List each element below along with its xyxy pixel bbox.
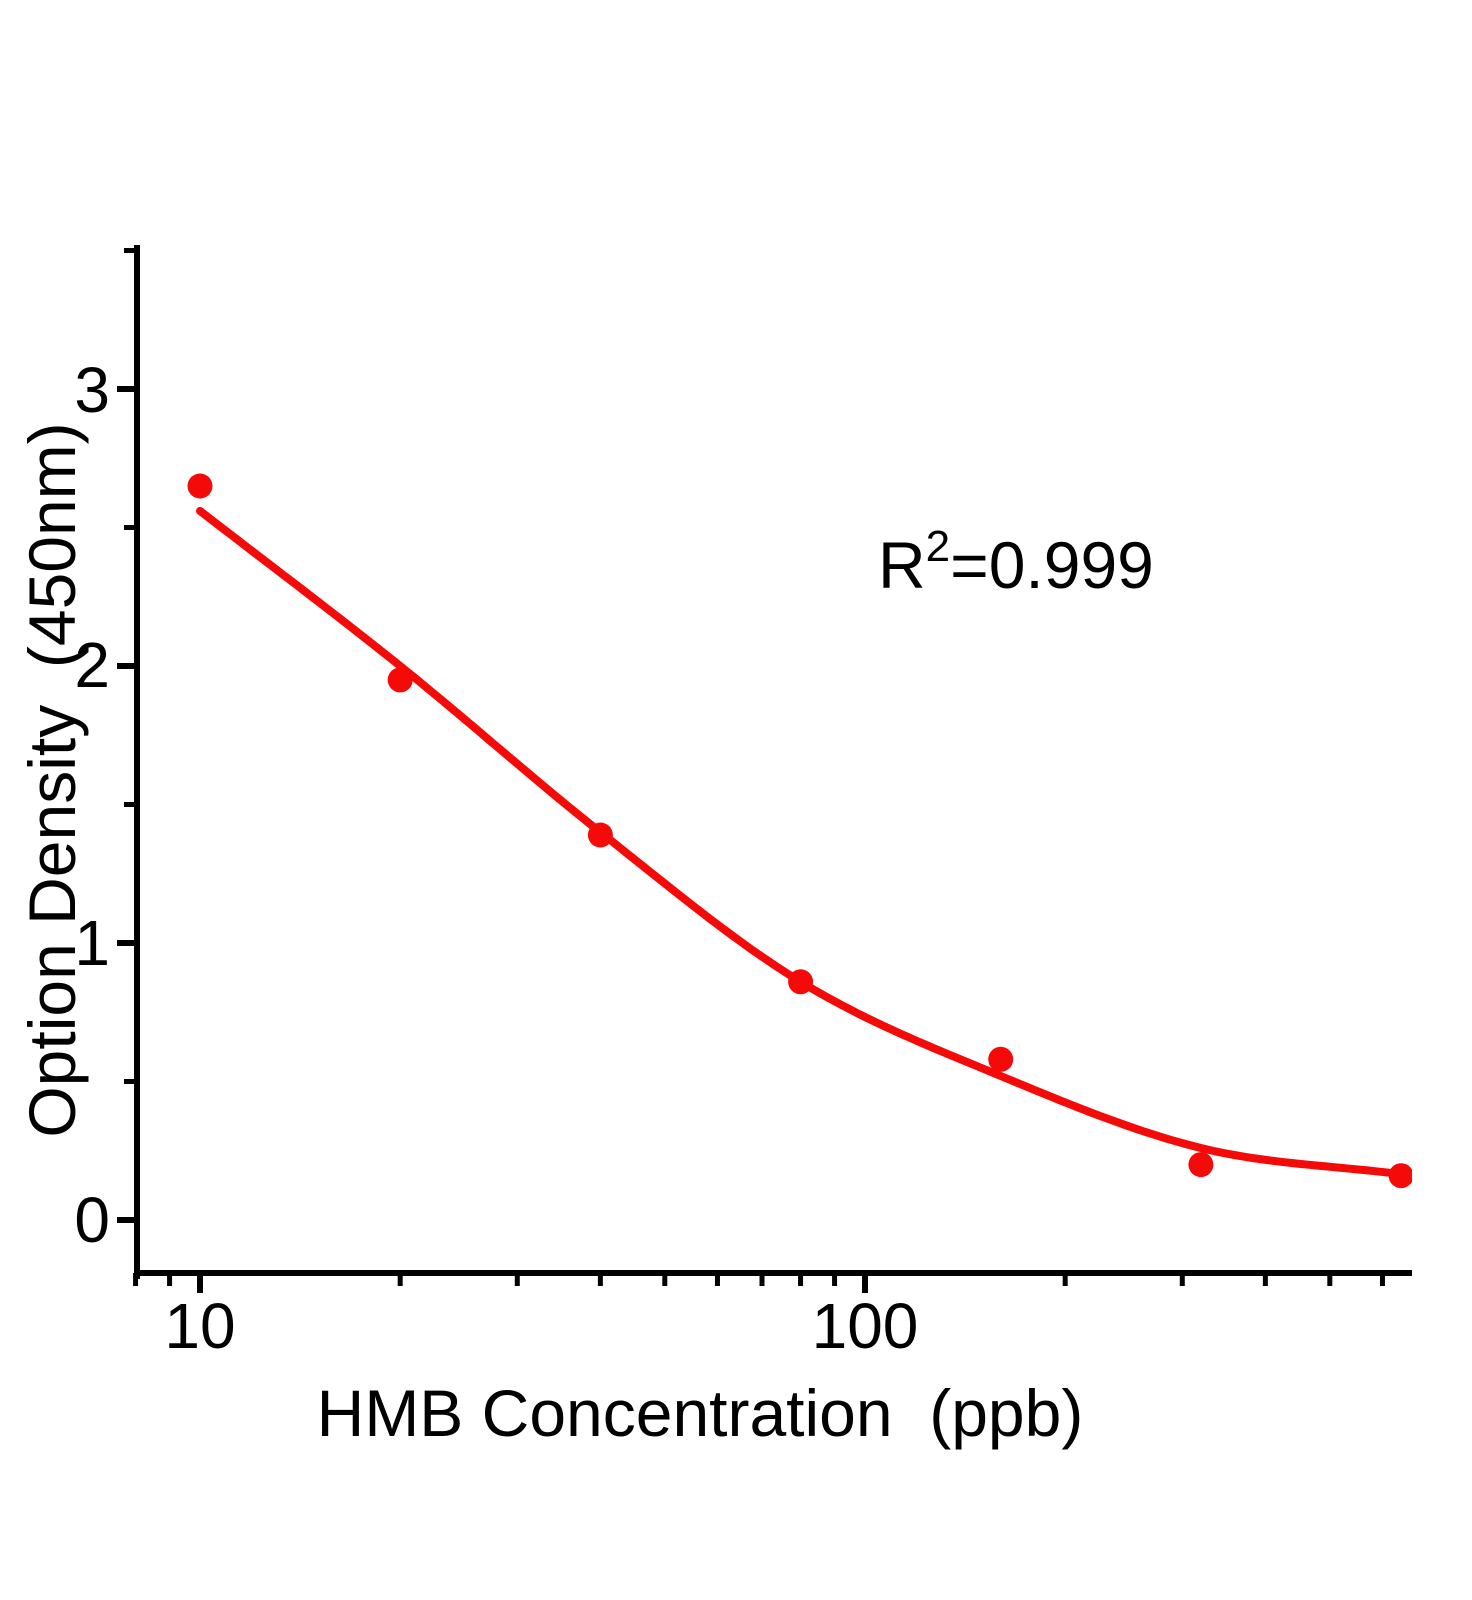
x-tick-label-10: 10 <box>164 1290 236 1362</box>
y-tick-label-1: 1 <box>74 907 110 979</box>
r-squared-value: =0.999 <box>950 528 1154 602</box>
data-point <box>788 969 814 995</box>
y-axis-title: Option Density (450nm) <box>15 422 89 1138</box>
data-point <box>1388 1163 1412 1189</box>
r-squared-annotation: R2=0.999 <box>878 525 1154 603</box>
y-tick-label-2: 2 <box>74 629 110 701</box>
data-point <box>988 1046 1014 1072</box>
data-point <box>1188 1152 1214 1178</box>
data-point <box>387 667 413 693</box>
x-tick-label-100: 100 <box>811 1290 919 1362</box>
data-point <box>187 473 213 499</box>
y-tick-label-0: 0 <box>74 1184 110 1256</box>
x-axis-title: HMB Concentration (ppb) <box>316 1376 1084 1450</box>
r-squared-exponent: 2 <box>925 522 951 571</box>
y-tick-label-3: 3 <box>74 354 110 426</box>
data-point <box>587 822 613 848</box>
r-squared-base: R <box>878 528 926 602</box>
